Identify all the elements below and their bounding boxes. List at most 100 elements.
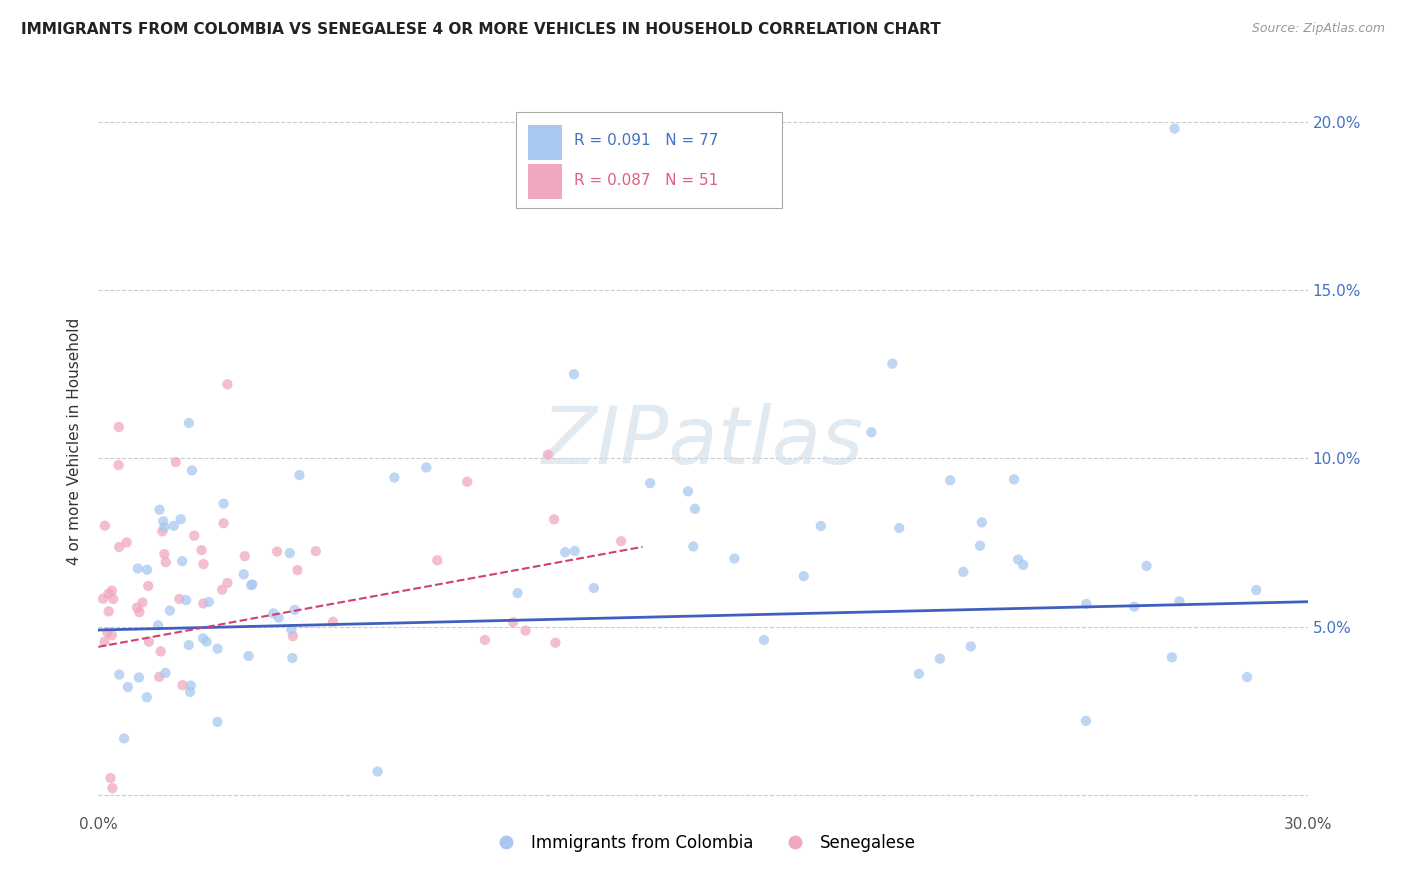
Point xyxy=(148,670,170,684)
Point xyxy=(543,512,565,526)
Point xyxy=(610,534,633,549)
Point xyxy=(112,731,135,746)
Point xyxy=(150,524,173,539)
Point xyxy=(165,455,187,469)
Point xyxy=(97,587,120,601)
Point xyxy=(278,546,301,560)
Point xyxy=(170,512,193,526)
Point xyxy=(238,648,260,663)
Point xyxy=(860,425,883,440)
Point xyxy=(952,565,974,579)
Point xyxy=(474,632,496,647)
Point xyxy=(810,519,832,533)
Point xyxy=(232,567,254,582)
Point xyxy=(752,633,775,648)
Y-axis label: 4 or more Vehicles in Household: 4 or more Vehicles in Household xyxy=(67,318,83,566)
Point xyxy=(183,529,205,543)
Point xyxy=(101,583,124,598)
Point xyxy=(554,545,576,559)
Point xyxy=(284,603,307,617)
Point xyxy=(267,610,290,624)
Point xyxy=(169,591,191,606)
Text: R = 0.087   N = 51: R = 0.087 N = 51 xyxy=(574,173,718,187)
Point xyxy=(367,764,389,779)
Point xyxy=(211,582,233,597)
Point xyxy=(723,551,745,566)
Bar xyxy=(527,164,561,200)
Point xyxy=(281,629,304,643)
Point xyxy=(1002,472,1025,486)
Point xyxy=(266,544,288,558)
Point xyxy=(212,516,235,531)
Point xyxy=(207,714,229,729)
Point xyxy=(537,448,560,462)
Point xyxy=(128,671,150,685)
Point xyxy=(928,652,950,666)
Point xyxy=(108,540,131,554)
Point xyxy=(1163,121,1185,136)
Point xyxy=(180,679,202,693)
Point xyxy=(1135,558,1157,573)
FancyBboxPatch shape xyxy=(516,112,782,209)
Point xyxy=(136,563,159,577)
Point xyxy=(287,563,309,577)
Point xyxy=(280,623,302,637)
Point xyxy=(959,640,981,654)
Point xyxy=(94,518,117,533)
Point xyxy=(107,420,129,434)
Point xyxy=(1123,599,1146,614)
Point xyxy=(939,473,962,487)
Point xyxy=(889,521,911,535)
Point xyxy=(793,569,815,583)
Point xyxy=(683,501,706,516)
Point xyxy=(288,468,311,483)
Point xyxy=(908,666,931,681)
Point xyxy=(195,634,218,648)
Point xyxy=(172,554,194,568)
Point xyxy=(502,615,524,630)
Point xyxy=(1160,650,1182,665)
Point xyxy=(136,579,159,593)
Point xyxy=(131,595,153,609)
Text: R = 0.091   N = 77: R = 0.091 N = 77 xyxy=(574,133,718,148)
Point xyxy=(233,549,256,564)
Point xyxy=(281,651,304,665)
Point xyxy=(97,604,120,618)
Point xyxy=(125,600,148,615)
Point xyxy=(1244,582,1267,597)
Point xyxy=(515,624,537,638)
Point xyxy=(155,665,177,680)
Point xyxy=(163,518,186,533)
Point xyxy=(544,636,567,650)
Point xyxy=(970,516,993,530)
Point xyxy=(159,604,181,618)
Point xyxy=(108,667,131,681)
Point xyxy=(212,497,235,511)
Point xyxy=(93,634,115,648)
Point xyxy=(193,597,215,611)
Point xyxy=(177,638,200,652)
Point xyxy=(262,607,284,621)
Point xyxy=(152,514,174,528)
Point xyxy=(1012,558,1035,572)
Point xyxy=(193,557,215,571)
Point xyxy=(240,578,263,592)
Point xyxy=(101,781,124,796)
Point xyxy=(217,377,239,392)
Point xyxy=(382,470,405,484)
Point xyxy=(456,475,478,489)
Text: IMMIGRANTS FROM COLOMBIA VS SENEGALESE 4 OR MORE VEHICLES IN HOUSEHOLD CORRELATI: IMMIGRANTS FROM COLOMBIA VS SENEGALESE 4… xyxy=(21,22,941,37)
Point xyxy=(127,561,149,575)
Bar xyxy=(527,125,561,161)
Point xyxy=(96,625,118,640)
Point xyxy=(128,605,150,619)
Point xyxy=(882,357,904,371)
Point xyxy=(153,547,176,561)
Point xyxy=(562,368,585,382)
Point xyxy=(138,634,160,648)
Legend: Immigrants from Colombia, Senegalese: Immigrants from Colombia, Senegalese xyxy=(484,828,922,859)
Point xyxy=(191,632,214,646)
Point xyxy=(135,690,157,705)
Point xyxy=(181,463,204,477)
Point xyxy=(174,593,197,607)
